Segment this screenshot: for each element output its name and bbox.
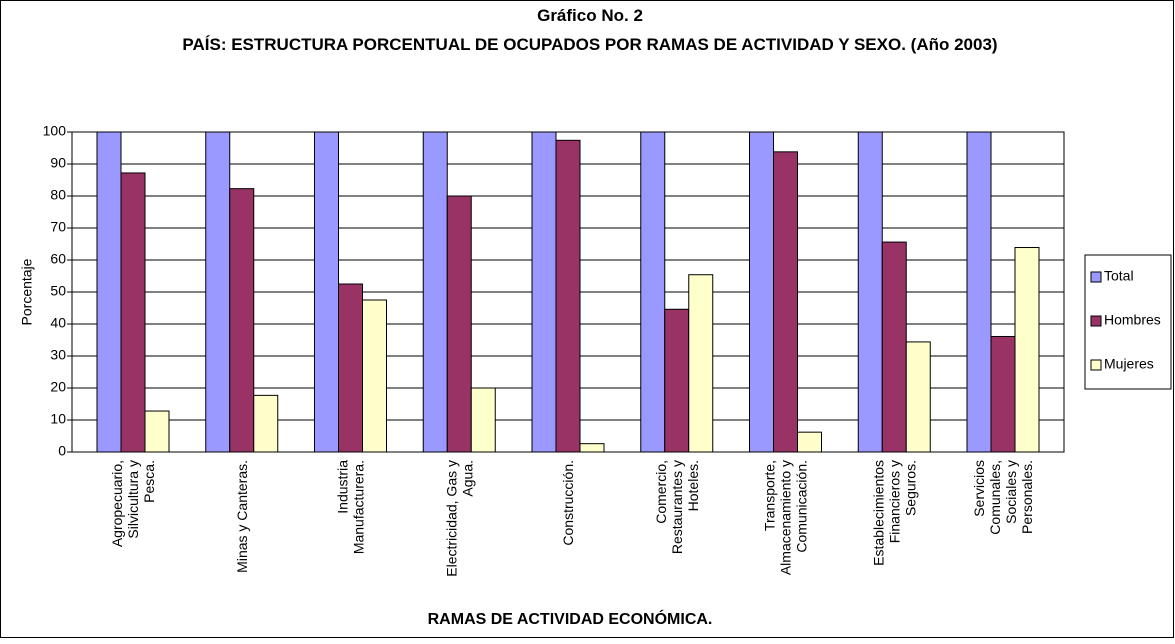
bar bbox=[96, 131, 122, 453]
y-tick-label: 100 bbox=[43, 123, 67, 139]
bar bbox=[966, 131, 992, 453]
bar bbox=[314, 131, 339, 453]
x-tick-label: Agropecuario, Silvicultura y Pesca. bbox=[109, 460, 157, 548]
y-tick-label: 60 bbox=[50, 251, 66, 267]
x-tick-label: Industria Manufacturera. bbox=[334, 460, 367, 555]
x-tick-label-box: Comercio, Restaurantes y Hoteles. bbox=[652, 460, 701, 555]
y-tick-label: 20 bbox=[50, 379, 66, 395]
bar bbox=[905, 341, 931, 453]
subtitle-box: PAÍS: ESTRUCTURA PORCENTUAL DE OCUPADOS … bbox=[182, 35, 998, 54]
bar bbox=[688, 274, 714, 453]
y-tick-label: 50 bbox=[50, 283, 66, 299]
legend-label: Mujeres bbox=[1104, 356, 1154, 372]
x-tick-label-box: Electricidad, Gas y Agua. bbox=[443, 460, 476, 577]
bar bbox=[797, 431, 822, 453]
x-tick-label: Minas y Canteras. bbox=[233, 460, 250, 573]
bar bbox=[555, 139, 581, 453]
bar bbox=[990, 335, 1016, 453]
x-tick-label-box: Servicios Comunales, Sociales y Personal… bbox=[971, 460, 1035, 535]
legend-swatch bbox=[1090, 359, 1102, 371]
bar bbox=[120, 172, 146, 453]
x-tick-label: Servicios Comunales, Sociales y Personal… bbox=[971, 460, 1035, 535]
bar bbox=[881, 241, 907, 453]
x-tick-label: Establecimientos Financieros y Seguros. bbox=[870, 460, 919, 566]
legend-label: Hombres bbox=[1104, 312, 1161, 328]
chart-subtitle: PAÍS: ESTRUCTURA PORCENTUAL DE OCUPADOS … bbox=[182, 35, 998, 54]
y-tick-label: 90 bbox=[50, 155, 66, 171]
bar bbox=[857, 131, 883, 453]
legend-swatch bbox=[1090, 271, 1102, 283]
x-tick-label-box: Industria Manufacturera. bbox=[334, 460, 367, 555]
bar bbox=[749, 131, 774, 453]
legend-label: Total bbox=[1104, 268, 1134, 284]
y-tick-label: 70 bbox=[50, 219, 66, 235]
y-tick-label: 10 bbox=[50, 411, 66, 427]
bar bbox=[422, 131, 448, 453]
legend-swatch bbox=[1090, 315, 1102, 327]
chart-title: Gráfico No. 2 bbox=[537, 6, 643, 25]
bar bbox=[470, 387, 496, 453]
bar bbox=[338, 283, 363, 453]
x-tick-label-box: Transporte, Almacenamiento y Comunicació… bbox=[761, 460, 810, 576]
bar bbox=[773, 151, 798, 453]
x-axis-label: RAMAS DE ACTIVIDAD ECONÓMICA. bbox=[428, 609, 713, 628]
bar bbox=[531, 131, 557, 453]
y-tick-label: 80 bbox=[50, 187, 66, 203]
x-tick-label: Transporte, Almacenamiento y Comunicació… bbox=[761, 460, 810, 576]
bar bbox=[640, 131, 666, 453]
title-box: Gráfico No. 2 bbox=[537, 6, 643, 25]
x-tick-label-box: Agropecuario, Silvicultura y Pesca. bbox=[109, 460, 157, 548]
x-tick-label: Comercio, Restaurantes y Hoteles. bbox=[652, 460, 701, 555]
bar bbox=[362, 299, 387, 453]
bar bbox=[229, 188, 255, 453]
y-tick-label: 40 bbox=[50, 315, 66, 331]
bar bbox=[664, 308, 690, 453]
x-tick-label: Construcción. bbox=[560, 460, 576, 546]
y-tick-label: 0 bbox=[58, 443, 66, 459]
x-tick-label-box: Minas y Canteras. bbox=[233, 460, 250, 573]
y-tick-label: 30 bbox=[50, 347, 66, 363]
bar bbox=[205, 131, 231, 453]
x-tick-label-box: Construcción. bbox=[560, 460, 576, 546]
bar bbox=[446, 195, 472, 453]
bar bbox=[253, 394, 279, 453]
bar bbox=[1014, 247, 1040, 453]
x-tick-label-box: Establecimientos Financieros y Seguros. bbox=[870, 460, 919, 566]
bar bbox=[144, 410, 170, 453]
x-tick-label: Electricidad, Gas y Agua. bbox=[443, 460, 476, 577]
y-axis-label: Porcentaje bbox=[19, 258, 35, 325]
bar bbox=[579, 443, 605, 453]
